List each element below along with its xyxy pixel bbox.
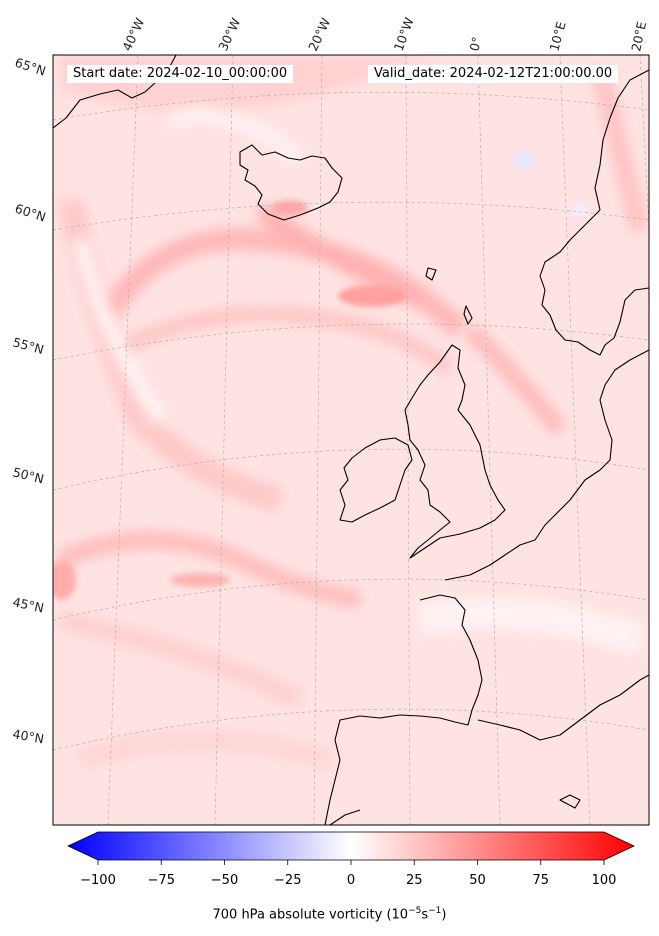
lat-tick-labels: 65°N 60°N 55°N 50°N 45°N 40°N — [11, 55, 47, 747]
lat-label-45n: 45°N — [11, 594, 45, 615]
colorbar-label: 700 hPa absolute vorticity (10−5s−1) — [0, 906, 659, 922]
colorbar-body — [67, 831, 635, 861]
vorticity-field — [53, 55, 649, 825]
colorbar-label-main: 700 hPa absolute vorticity (10 — [212, 907, 409, 923]
lat-label-50n: 50°N — [11, 464, 45, 486]
graticule — [53, 55, 649, 825]
colorbar-tick-label: −25 — [274, 873, 301, 888]
lon-label-0: 0° — [466, 35, 484, 53]
lon-label-20w: 20°W — [305, 16, 333, 54]
lon-label-10w: 10°W — [391, 15, 417, 53]
colorbar-tick-label: 25 — [406, 873, 423, 888]
colorbar-tick-label: 100 — [592, 873, 617, 888]
lat-label-60n: 60°N — [13, 201, 48, 225]
lat-label-40n: 40°N — [11, 726, 45, 746]
lon-label-20e: 20°E — [628, 20, 649, 53]
lat-label-65n: 65°N — [13, 55, 48, 79]
valid-date-label: Valid_date: 2024-02-12T21:00:00.00 — [368, 65, 619, 83]
colorbar-tick-label: 0 — [347, 873, 355, 888]
lon-label-30w: 30°W — [215, 16, 243, 54]
colorbar-label-exp1: −5 — [408, 906, 422, 916]
colorbar-tick-label: 75 — [532, 873, 549, 888]
colorbar: −100 −75 −50 −25 0 25 50 75 100 — [67, 831, 635, 888]
colorbar-tick-label: 50 — [469, 873, 486, 888]
start-date-label: Start date: 2024-02-10_00:00:00 — [67, 65, 294, 83]
colorbar-label-exp2: −1 — [428, 906, 442, 916]
colorbar-ticks: −100 −75 −50 −25 0 25 50 75 100 — [80, 860, 616, 888]
lon-label-40w: 40°W — [119, 16, 147, 54]
colorbar-tick-label: −75 — [148, 873, 175, 888]
lon-tick-labels: 40°W 30°W 20°W 10°W 0° 10°E 20°E — [119, 15, 649, 53]
colorbar-tick-label: −50 — [211, 873, 238, 888]
lon-label-10e: 10°E — [546, 20, 568, 53]
colorbar-label-end: ) — [441, 907, 447, 923]
lat-label-55n: 55°N — [11, 334, 45, 357]
colorbar-tick-label: −100 — [80, 873, 116, 888]
colorbar-label-mid: s — [421, 907, 429, 923]
